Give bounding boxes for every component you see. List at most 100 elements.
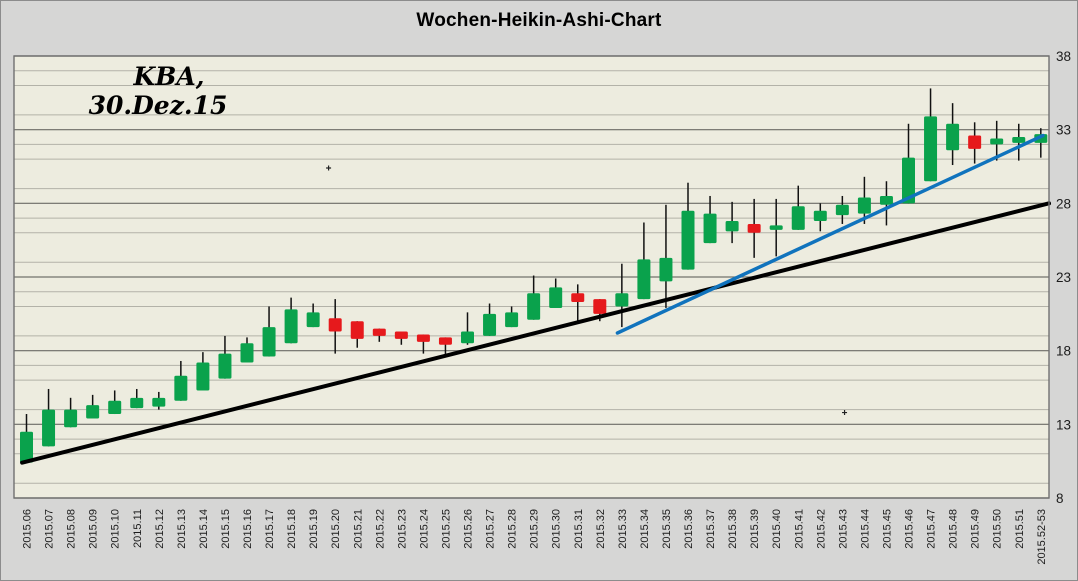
x-tick-label: 2015.30 xyxy=(551,509,563,549)
candle-2015.23 xyxy=(394,331,408,345)
x-tick-label: 2015.17 xyxy=(264,509,276,549)
x-tick-label: 2015.43 xyxy=(837,509,849,549)
x-tick-label: 2015.14 xyxy=(198,509,210,549)
candle-body-up xyxy=(527,293,541,320)
candle-2015.51 xyxy=(1012,123,1026,161)
candle-2015.39 xyxy=(747,198,761,258)
stray-marker xyxy=(326,165,332,171)
candle-body-up xyxy=(86,405,100,419)
candle-2015.42 xyxy=(813,203,827,232)
x-tick-label: 2015.41 xyxy=(793,509,805,549)
candle-body-down xyxy=(438,337,452,345)
x-tick-label: 2015.48 xyxy=(948,509,960,549)
candle-2015.21 xyxy=(350,321,364,348)
candle-2015.34 xyxy=(637,222,651,300)
candle-2015.22 xyxy=(372,328,386,342)
x-tick-label: 2015.24 xyxy=(418,509,430,549)
candle-body-up xyxy=(483,313,497,336)
x-tick-label: 2015.10 xyxy=(110,509,122,549)
candle-2015.47 xyxy=(924,88,938,182)
x-tick-label: 2015.21 xyxy=(352,509,364,549)
x-tick-label: 2015.42 xyxy=(815,509,827,549)
candle-2015.09 xyxy=(86,394,100,419)
candle-2015.16 xyxy=(240,337,254,363)
candle-body-down xyxy=(593,299,607,314)
x-tick-label: 2015.38 xyxy=(727,509,739,549)
candle-body-up xyxy=(64,409,78,428)
x-tick-label: 2015.49 xyxy=(970,509,982,549)
candle-2015.33 xyxy=(615,263,629,328)
candle-2015.14 xyxy=(196,352,210,391)
candle-2015.41 xyxy=(791,185,805,230)
candle-2015.11 xyxy=(130,388,144,409)
candle-body-up xyxy=(461,331,474,344)
candle-body-up xyxy=(20,431,33,463)
candle-2015.10 xyxy=(108,390,122,415)
candle-2015.35 xyxy=(659,204,673,308)
candle-body-up xyxy=(659,257,673,282)
x-tick-label: 2015.23 xyxy=(396,509,408,549)
annotation-date: 30.Dez.15 xyxy=(89,91,228,120)
plot-border xyxy=(13,55,1050,499)
candle-2015.19 xyxy=(306,303,320,328)
candle-body-up xyxy=(902,157,915,204)
candle-2015.06 xyxy=(20,414,33,463)
candle-2015.46 xyxy=(902,123,915,204)
candle-body-up xyxy=(681,210,695,270)
candle-body-down xyxy=(571,293,585,303)
candle-body-up xyxy=(196,362,210,391)
x-tick-label: 2015.07 xyxy=(44,509,56,549)
candle-body-up xyxy=(108,400,122,415)
x-tick-label: 2015.26 xyxy=(463,509,475,549)
candle-body-down xyxy=(747,223,761,233)
candle-body-up xyxy=(130,397,144,409)
x-tick-label: 2015.47 xyxy=(926,509,938,549)
x-tick-label: 2015.11 xyxy=(132,509,144,548)
annotation-symbol: KBA, xyxy=(133,62,205,91)
candle-2015.36 xyxy=(681,182,695,270)
x-tick-label: 2015.35 xyxy=(661,509,673,549)
candle-body-up xyxy=(703,213,717,244)
x-tick-label: 2015.20 xyxy=(330,509,342,549)
candle-2015.44 xyxy=(857,176,871,224)
trendline-blue xyxy=(615,133,1045,335)
x-tick-label: 2015.27 xyxy=(485,509,497,549)
x-tick-label: 2015.44 xyxy=(859,509,871,549)
x-tick-label: 2015.45 xyxy=(881,509,893,549)
x-tick-label: 2015.08 xyxy=(66,509,78,549)
candle-2015.31 xyxy=(571,284,585,323)
candle-body-up xyxy=(615,293,629,307)
candle-2015.24 xyxy=(416,334,430,354)
candle-body-up xyxy=(306,312,320,328)
candle-body-up xyxy=(284,309,298,344)
x-tick-label: 2015.36 xyxy=(683,509,695,549)
candle-body-up xyxy=(791,206,805,230)
candle-2015.37 xyxy=(703,195,717,244)
x-tick-label: 2015.40 xyxy=(771,509,783,549)
candle-2015.38 xyxy=(725,201,739,244)
y-tick-label: 13 xyxy=(1056,417,1071,432)
candle-body-up xyxy=(637,259,651,300)
candle-2015.18 xyxy=(284,297,298,344)
candle-2015.13 xyxy=(174,360,188,401)
candle-2015.28 xyxy=(505,306,519,328)
x-tick-label: 2015.31 xyxy=(573,509,585,549)
candle-body-down xyxy=(968,135,982,149)
x-tick-label: 2015.39 xyxy=(749,509,761,549)
candle-body-up xyxy=(1012,137,1026,143)
candle-2015.20 xyxy=(328,299,342,354)
candle-2015.25 xyxy=(438,337,452,357)
candle-2015.29 xyxy=(527,275,541,320)
candle-body-up xyxy=(174,375,188,401)
y-tick-label: 18 xyxy=(1056,344,1071,359)
candle-2015.08 xyxy=(64,397,78,428)
x-tick-label: 2015.51 xyxy=(1014,509,1026,549)
candle-body-up xyxy=(924,116,938,182)
x-tick-label: 2015.09 xyxy=(88,509,100,549)
candle-body-up xyxy=(725,221,739,232)
y-tick-label: 8 xyxy=(1056,491,1064,506)
candle-2015.17 xyxy=(262,306,276,357)
candle-2015.30 xyxy=(549,278,563,308)
